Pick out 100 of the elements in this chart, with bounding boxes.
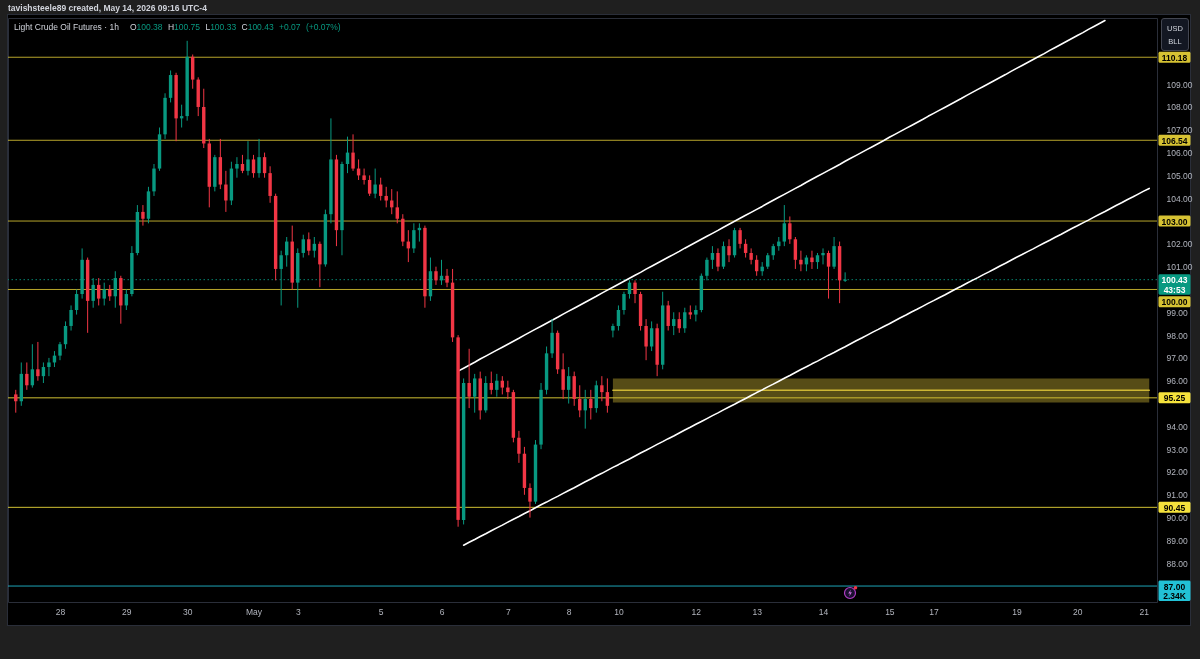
candlestick [672,311,676,336]
candlestick [412,222,416,254]
y-tick-label: 90.00 [1166,513,1189,524]
candlestick [600,375,604,402]
candlestick [782,204,787,247]
y-tick-label: 98.00 [1166,330,1189,341]
candlestick [14,389,18,414]
candlestick [561,352,565,400]
candlestick [318,241,322,288]
candlestick [622,291,626,316]
candlestick [500,375,505,395]
candlestick [224,170,228,213]
candlestick [58,341,62,361]
y-tick-label: 97.00 [1166,353,1189,364]
candlestick [810,250,814,270]
candlestick [362,168,366,186]
y-tick-label: 106.00 [1166,148,1193,159]
candlestick [152,163,156,197]
text: tavishsteele89 created, May 14, 2026 09:16 UTC-4 [8,3,207,13]
y-tick-label: 109.00 [1166,79,1193,90]
y-tick-label: 94.00 [1166,421,1189,432]
candlestick [141,204,145,227]
candlestick [644,318,648,361]
candlestick [528,482,532,519]
candlestick [799,250,803,272]
candlestick [793,236,798,270]
x-tick-label: 8 [566,606,572,617]
candlestick [716,247,720,272]
chart-title: Light Crude Oil Futures · 1h [14,22,119,32]
candlestick [738,227,742,249]
line-series [457,19,1106,372]
x-tick-label: 29 [122,606,132,617]
ref-line-label: 103.00 [1161,216,1188,227]
x-tick-label: 10 [614,606,624,617]
y-tick-label: 96.00 [1166,376,1189,387]
text: 2.34K [1163,591,1187,602]
x-tick-label: 14 [818,606,829,617]
candlestick [467,348,471,409]
candlestick [102,282,106,306]
candlestick [517,430,521,464]
y-tick-label: 99.00 [1166,307,1189,318]
candlestick [821,247,825,265]
candlestick [666,300,670,332]
ref-line-label: 110.18 [1161,52,1188,63]
candlestick [721,241,726,270]
x-tick-label: 5 [378,606,384,617]
candlestick [472,373,477,414]
candlestick [240,154,245,174]
x-tick-label: 12 [691,606,702,617]
candlestick [727,238,731,263]
x-tick-label: 15 [885,606,895,617]
candlestick [25,361,29,391]
candlestick [69,304,73,332]
y-tick-label: 107.00 [1166,125,1193,136]
y-tick-label: 101.00 [1166,262,1193,273]
text: 43:53 [1163,284,1186,295]
y-tick-label: 93.00 [1166,444,1189,455]
x-tick-label: 17 [929,606,940,617]
x-tick-label: 6 [439,606,445,617]
candlestick [832,236,836,270]
x-tick-label: 30 [182,606,193,617]
candlestick [506,380,510,400]
candlestick [257,138,261,179]
x-tick-label: 19 [1012,606,1023,617]
candlestick [307,231,311,256]
x-tick-label: 28 [55,606,66,617]
candlestick [749,247,753,265]
y-tick-label: 108.00 [1166,102,1193,113]
candlestick [235,156,239,179]
candlestick [401,213,405,247]
candlestick [246,140,250,176]
y-tick-label: 92.00 [1166,467,1189,478]
candlestick [47,357,51,377]
line-series [462,187,1151,546]
y-tick-label: 89.00 [1166,535,1189,546]
x-tick-label: 20 [1073,606,1083,617]
x-tick-label: 7 [505,606,511,617]
candlestick [550,318,554,359]
y-tick-label: 102.00 [1166,239,1193,250]
candlestick [633,279,637,304]
x-tick-label: 3 [295,606,301,617]
candlestick [445,268,449,288]
ref-line-label: 106.54 [1161,135,1188,146]
ref-line-label: 100.43 [1161,275,1188,286]
y-tick-label: 88.00 [1166,558,1189,569]
ref-line-label: 100.00 [1161,297,1188,308]
candlestick [788,215,792,245]
ref-line-label: 87.00 [1163,581,1186,592]
candlestick [649,320,654,352]
y-tick-label: 91.00 [1166,490,1189,501]
candlestick [395,190,399,224]
x-tick-label: May [245,606,263,617]
candlestick [843,271,847,283]
candlestick [351,133,355,172]
candlestick [710,245,715,270]
candlestick [434,266,438,286]
candlestick [36,341,40,382]
y-tick-label: 105.00 [1166,170,1193,181]
candlestick [268,165,272,204]
candlestick [384,186,388,208]
